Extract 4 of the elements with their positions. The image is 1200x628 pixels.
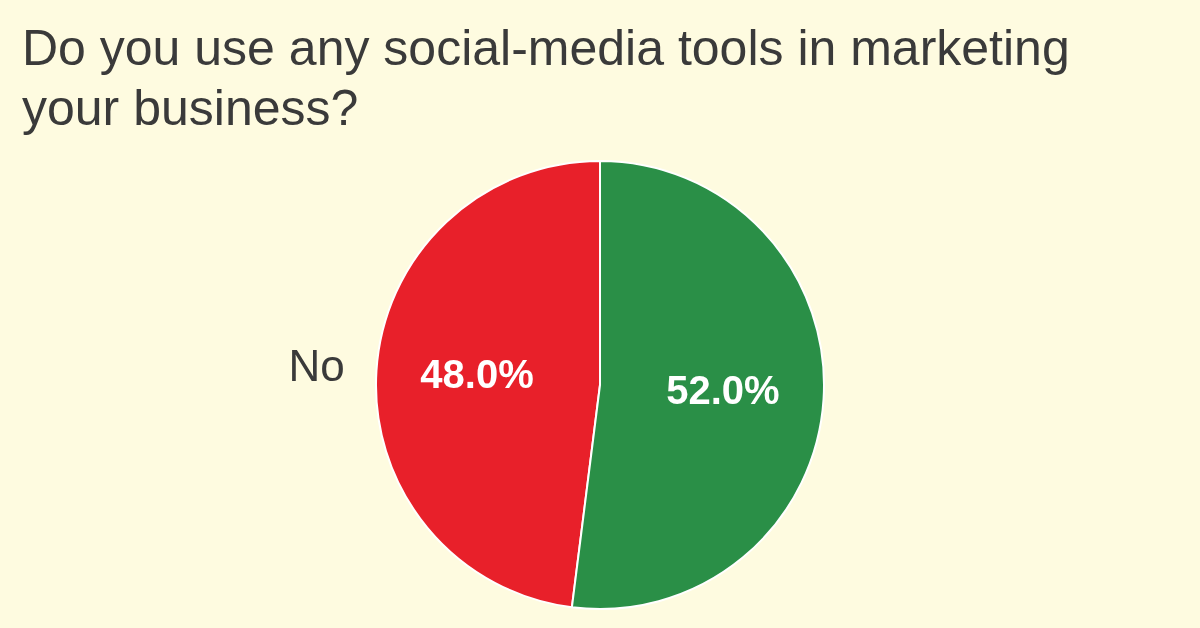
data-label: 48.0%: [420, 352, 534, 397]
slice-label: No: [288, 340, 345, 390]
chart-title: Do you use any social-media tools in marketing your business?: [22, 19, 1071, 138]
data-label: 52.0%: [666, 367, 780, 412]
